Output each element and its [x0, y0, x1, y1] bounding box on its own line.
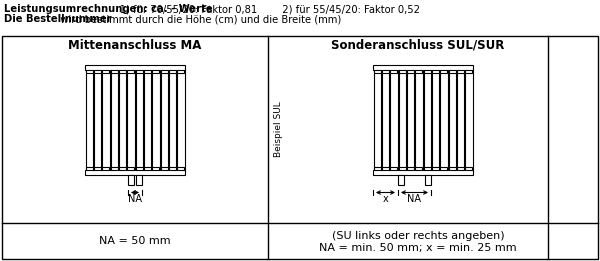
Bar — [457, 69, 464, 169]
Bar — [110, 68, 118, 73]
Text: NA = 50 mm: NA = 50 mm — [99, 236, 171, 246]
Text: Die Bestellnummer: Die Bestellnummer — [4, 14, 112, 24]
Bar — [457, 68, 464, 73]
Bar — [94, 69, 101, 169]
Bar — [382, 68, 389, 73]
Bar — [119, 68, 126, 73]
Bar — [398, 68, 406, 73]
Bar — [177, 69, 185, 169]
Bar — [136, 69, 143, 169]
Bar — [86, 167, 93, 170]
Bar — [407, 167, 414, 170]
Bar — [449, 68, 456, 73]
Bar — [398, 167, 406, 170]
Bar — [161, 69, 168, 169]
Bar — [144, 68, 151, 73]
Bar — [440, 69, 448, 169]
Bar — [373, 69, 381, 169]
Bar — [161, 167, 168, 170]
Bar — [136, 175, 142, 185]
Bar — [119, 69, 126, 169]
Bar — [102, 167, 109, 170]
Bar — [2, 36, 598, 259]
Bar — [373, 64, 473, 69]
Bar — [398, 175, 404, 185]
Bar — [374, 68, 381, 73]
Text: NA: NA — [407, 193, 421, 204]
Bar — [144, 167, 151, 170]
Bar — [382, 167, 389, 170]
Bar — [432, 167, 439, 170]
Bar — [449, 69, 456, 169]
Bar — [440, 167, 448, 170]
Bar — [144, 69, 151, 169]
Bar — [390, 68, 397, 73]
Bar — [457, 167, 464, 170]
Bar — [85, 64, 185, 69]
Bar — [102, 69, 110, 169]
Text: NA: NA — [128, 193, 142, 204]
Bar — [127, 68, 134, 73]
Bar — [127, 69, 134, 169]
Bar — [86, 68, 93, 73]
Bar — [465, 69, 473, 169]
Text: Sonderanschluss SUL/SUR: Sonderanschluss SUL/SUR — [331, 39, 505, 52]
Bar — [169, 68, 176, 73]
Bar — [110, 69, 118, 169]
Bar — [161, 68, 168, 73]
Bar — [373, 169, 473, 175]
Bar — [102, 68, 109, 73]
Bar — [169, 167, 176, 170]
Bar — [440, 68, 448, 73]
Bar — [128, 175, 134, 185]
Bar — [374, 167, 381, 170]
Bar — [390, 69, 398, 169]
Text: Mittenanschluss MA: Mittenanschluss MA — [68, 39, 202, 52]
Bar — [152, 69, 160, 169]
Text: Beispiel SUL: Beispiel SUL — [274, 102, 283, 157]
Bar — [425, 175, 431, 185]
Bar — [86, 69, 93, 169]
Bar — [432, 69, 439, 169]
Bar — [424, 69, 431, 169]
Bar — [177, 68, 184, 73]
Bar — [415, 167, 422, 170]
Bar — [424, 167, 431, 170]
Text: (SU links oder rechts angeben): (SU links oder rechts angeben) — [332, 231, 505, 241]
Bar — [94, 167, 101, 170]
Bar — [449, 167, 456, 170]
Bar — [119, 167, 126, 170]
Bar — [136, 167, 143, 170]
Bar — [465, 68, 472, 73]
Bar — [94, 68, 101, 73]
Bar — [390, 167, 397, 170]
Bar — [398, 69, 406, 169]
Bar — [415, 68, 422, 73]
Bar — [424, 68, 431, 73]
Bar — [415, 69, 422, 169]
Bar — [465, 167, 472, 170]
Bar — [152, 167, 160, 170]
Bar — [136, 68, 143, 73]
Bar — [407, 68, 414, 73]
Bar — [177, 167, 184, 170]
Text: 1) für 70/55/20: Faktor 0,81        2) für 55/45/20: Faktor 0,52: 1) für 70/55/20: Faktor 0,81 2) für 55/4… — [4, 4, 420, 14]
Bar — [110, 167, 118, 170]
Text: NA = min. 50 mm; x = min. 25 mm: NA = min. 50 mm; x = min. 25 mm — [319, 243, 517, 253]
Bar — [85, 169, 185, 175]
Bar — [169, 69, 176, 169]
Bar — [152, 68, 160, 73]
Bar — [432, 68, 439, 73]
Text: x: x — [383, 193, 388, 204]
Bar — [382, 69, 389, 169]
Text: wird bestimmt durch die Höhe (cm) und die Breite (mm): wird bestimmt durch die Höhe (cm) und di… — [4, 14, 341, 24]
Bar — [127, 167, 134, 170]
Text: Leistungsumrechnungen: ca. - Werte: Leistungsumrechnungen: ca. - Werte — [4, 4, 212, 14]
Bar — [407, 69, 414, 169]
